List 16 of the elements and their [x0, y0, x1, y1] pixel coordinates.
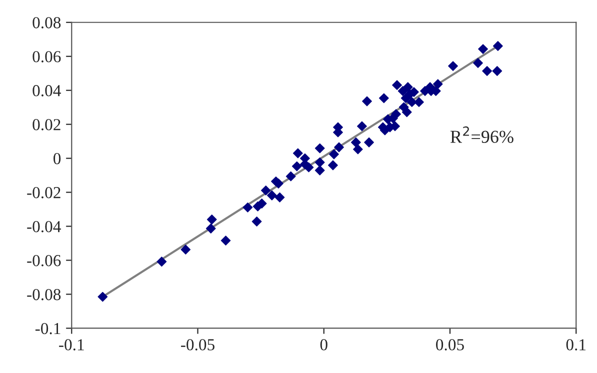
y-tick-label: -0.1	[35, 322, 60, 334]
x-tick-label: -0.05	[181, 339, 214, 350]
y-tick-label: -0.08	[27, 288, 61, 300]
y-tick-label: -0.06	[27, 254, 61, 266]
y-tick-label: 0.04	[32, 85, 61, 96]
y-tick-label: 0	[54, 153, 61, 164]
x-tick-label: -0.1	[59, 339, 84, 350]
y-tick-label: 0.06	[32, 51, 61, 62]
x-tick-label: 0.05	[436, 339, 464, 350]
x-tick-label: 0	[320, 339, 328, 350]
y-tick-label: -0.04	[27, 220, 61, 232]
x-tick-label: 0.1	[566, 339, 586, 350]
y-tick-label: 0.02	[32, 119, 60, 130]
annotation: R$^{2}$=96%	[450, 126, 514, 143]
y-tick-label: -0.02	[27, 187, 60, 198]
y-tick-label: 0.08	[32, 17, 61, 28]
